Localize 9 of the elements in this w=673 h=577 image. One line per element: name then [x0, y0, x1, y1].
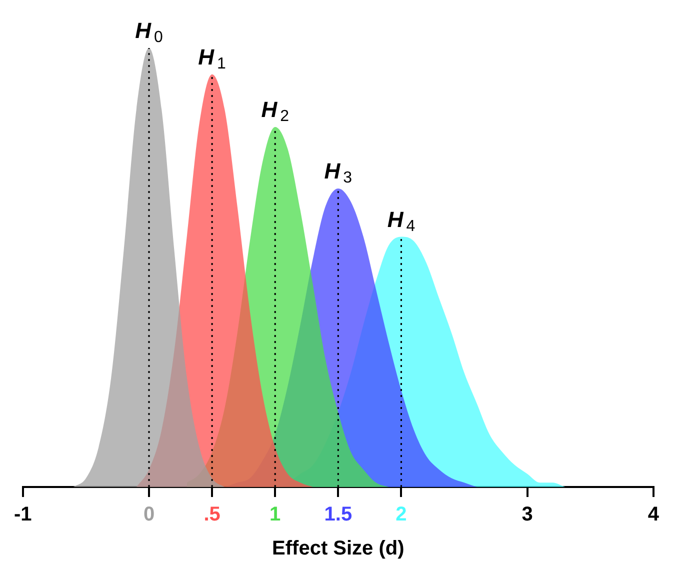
x-tick-label: 1: [270, 504, 281, 526]
x-tick-label: .5: [204, 504, 220, 526]
x-tick-label: -1: [14, 504, 32, 526]
x-tick-label: 1.5: [324, 504, 352, 526]
x-tick-label: 2: [396, 504, 407, 526]
x-tick-label: 0: [143, 504, 155, 526]
x-tick-label: 4: [648, 504, 660, 526]
x-axis-title: Effect Size (d): [272, 538, 404, 560]
x-tick-label: 3: [522, 504, 533, 526]
